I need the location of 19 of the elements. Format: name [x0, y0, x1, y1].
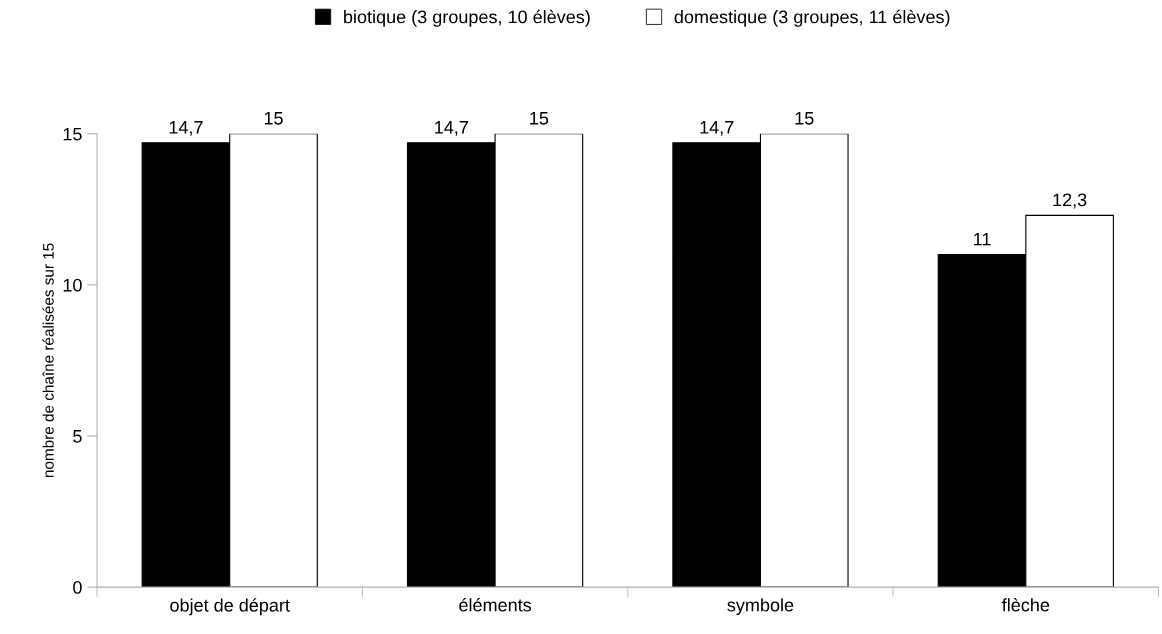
x-tick-label: flèche: [1002, 597, 1050, 612]
data-label: 15: [264, 112, 283, 125]
y-tick-label: 5: [73, 430, 82, 443]
legend-label: biotique (3 groupes, 10 élèves): [344, 9, 590, 27]
data-label: 14,7: [700, 121, 734, 136]
y-tick-label: 10: [63, 278, 82, 292]
y-tick-label: 0: [73, 581, 82, 594]
data-label: 15: [795, 112, 814, 125]
x-tick-label: objet de départ: [170, 598, 290, 616]
data-label: 11: [974, 232, 991, 246]
y-tick-label: 15: [63, 127, 82, 141]
x-tick-label: éléments: [459, 597, 532, 612]
data-label: 14,7: [169, 121, 203, 136]
data-label: 12,3: [1053, 193, 1087, 209]
data-label: 15: [530, 112, 549, 125]
y-axis-title: nombre de chaîne réalisées sur 15: [42, 243, 54, 478]
legend-label: domestique (3 groupes, 11 élèves): [674, 9, 950, 27]
data-label: 14,7: [435, 121, 468, 136]
x-tick-label: symbole: [727, 598, 794, 616]
